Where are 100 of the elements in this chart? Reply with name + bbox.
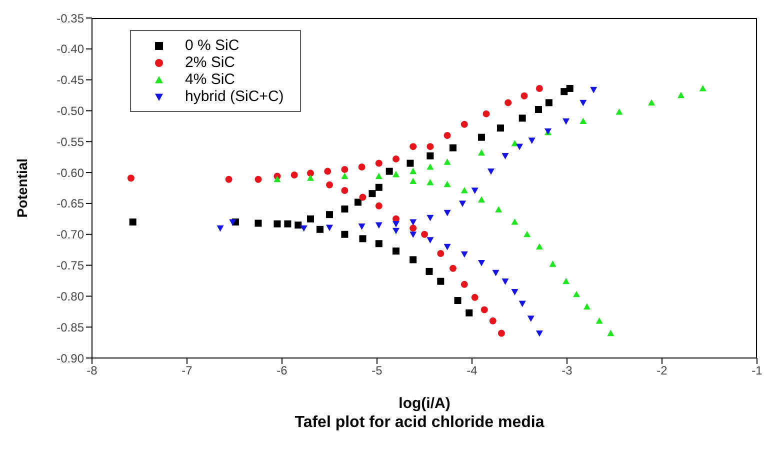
point [229,219,236,226]
point [648,99,656,106]
y-tick-label: -0.40 [56,42,84,56]
point [520,92,528,100]
point [392,228,400,234]
y-tick-label: -0.65 [56,196,84,211]
point [607,330,614,336]
point [341,186,348,194]
point [502,153,509,160]
point [489,317,496,324]
y-tick-label: -0.85 [56,320,84,334]
point [254,220,262,227]
point [444,132,451,139]
point [524,230,531,238]
point [460,120,468,128]
legend-label: 0 % SiC [185,37,240,54]
point [326,211,333,218]
point [316,226,324,233]
point [460,186,468,194]
x-tick-label: -8 [86,364,98,378]
point [290,172,298,179]
point [359,235,366,242]
point [354,198,362,206]
point [580,100,587,106]
point [527,316,534,322]
point [392,221,400,228]
y-axis-title: Potential [14,158,30,218]
point [536,243,543,250]
point [466,309,473,316]
point [498,330,505,337]
point [358,163,366,170]
x-tick-label: -6 [276,364,288,378]
point [307,215,314,222]
point [444,180,451,188]
text: Tafel plot for acid chloride media [294,414,546,432]
point [341,206,348,213]
point [410,224,417,232]
point [392,155,400,162]
point [566,84,574,92]
point [426,237,434,244]
point [359,194,366,201]
legend-label: 4% SiC [185,71,236,88]
point [324,168,332,175]
point [426,214,434,222]
point [294,222,302,229]
point [392,248,400,255]
point [375,160,382,167]
point [386,168,393,175]
point [454,297,462,304]
y-tick-label: -0.80 [56,289,84,304]
y-tick-label: -0.55 [56,134,84,149]
point [406,160,414,167]
point [518,114,526,122]
point [284,220,292,228]
point [274,176,281,182]
point [375,202,382,210]
point [375,172,382,180]
point [518,300,526,308]
x-tick-label: -3 [562,364,573,378]
point [478,196,485,203]
point [471,294,478,301]
point [488,168,494,175]
point [375,240,382,248]
point [421,230,428,238]
point [358,224,366,230]
point [437,250,444,258]
point [410,168,417,174]
y-tick-label: -0.60 [56,166,84,180]
point [326,181,333,188]
legend-label: 2% SiC [185,54,236,71]
point [450,144,456,152]
point [460,280,468,288]
point [471,188,478,194]
point [590,86,598,94]
point [478,149,485,156]
point [549,260,556,267]
point [426,268,433,275]
point [482,110,490,118]
y-tick-label: -0.70 [56,228,84,242]
point [497,124,504,132]
point [129,218,136,226]
y-tick-label: -0.50 [56,104,84,118]
point [502,278,509,285]
point [410,219,417,226]
point [516,144,523,150]
x-tick-label: -7 [182,364,193,378]
point [596,317,603,324]
point [216,225,224,232]
point [583,303,590,310]
point [678,92,684,98]
x-tick-label: -4 [466,364,478,378]
point [562,278,570,284]
point [573,290,580,298]
point [410,256,417,264]
point [480,306,488,314]
point [426,163,434,170]
point [478,134,485,141]
point [580,118,587,124]
point [444,210,451,216]
point [410,143,417,150]
